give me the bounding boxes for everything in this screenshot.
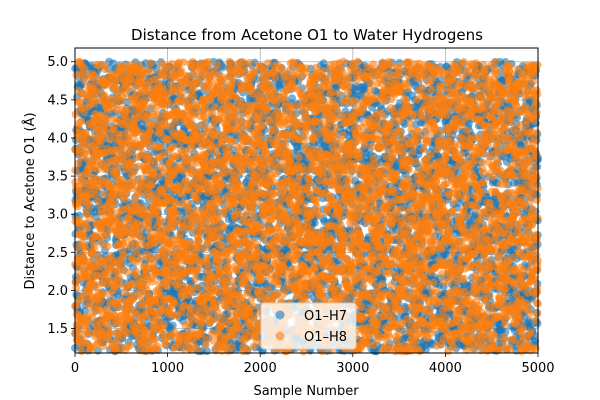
data-point	[310, 218, 319, 227]
data-point	[422, 345, 430, 354]
data-point	[168, 321, 177, 330]
chart-title: Distance from Acetone O1 to Water Hydrog…	[131, 26, 483, 44]
data-point	[360, 85, 369, 94]
data-point	[196, 88, 205, 97]
data-point	[288, 94, 297, 103]
data-points	[71, 57, 542, 356]
